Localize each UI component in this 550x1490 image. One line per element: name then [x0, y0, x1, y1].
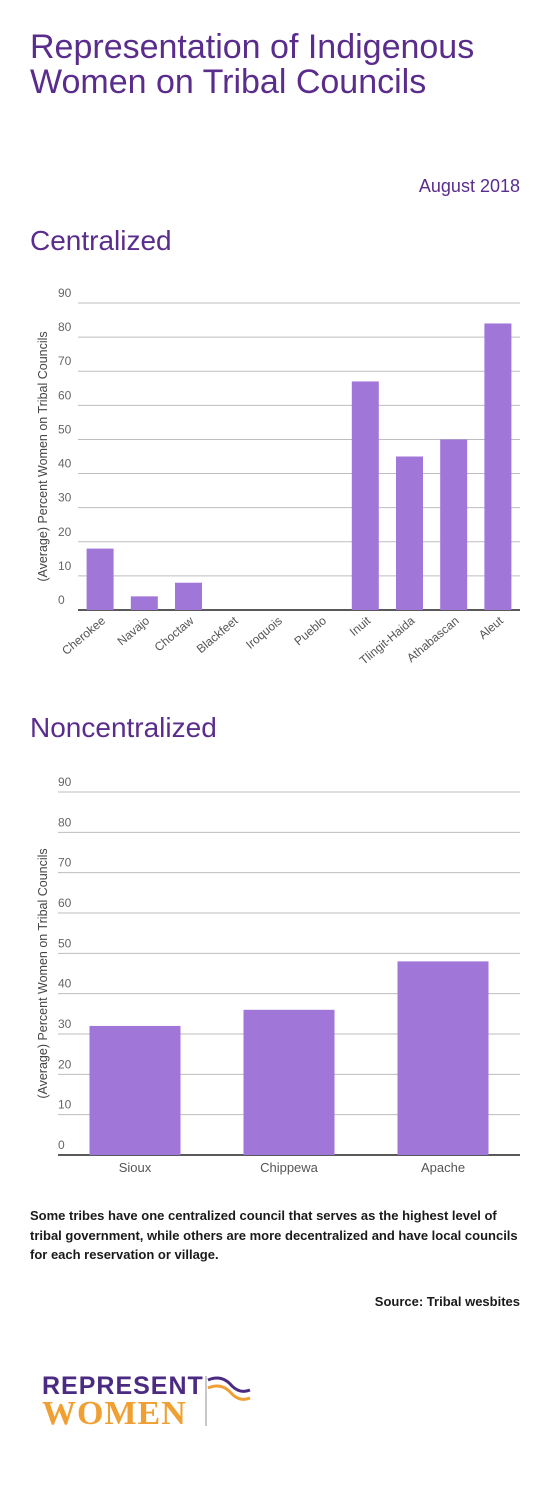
centralized-xtick-label: Aleut — [476, 613, 506, 642]
centralized-ytick-label: 80 — [58, 320, 72, 334]
centralized-xtick-label: Choctaw — [152, 613, 197, 654]
source-label: Source: Tribal wesbites — [374, 1294, 520, 1309]
centralized-ytick-label: 40 — [58, 457, 72, 471]
noncentralized-chart: 0 10 20 30 40 50 60 70 80 90 (Average) Percent Wom… — [36, 775, 520, 1175]
centralized-ytick-label: 70 — [58, 354, 72, 368]
date-label: August 2018 — [418, 176, 520, 196]
centralized-xtick-label: Pueblo — [291, 613, 329, 648]
centralized-bar-navajo — [130, 596, 158, 610]
centralized-bar-tlingit-haida — [396, 456, 423, 610]
noncentralized-ytick-label: 0 — [58, 1138, 65, 1152]
noncentralized-bar-apache — [397, 961, 489, 1155]
centralized-xtick-label: Inuit — [347, 613, 374, 639]
centralized-bar-aleut — [484, 323, 512, 610]
noncentralized-bar-sioux — [89, 1025, 181, 1155]
centralized-title: Centralized — [30, 225, 172, 256]
centralized-bar-inuit — [351, 381, 379, 610]
noncentralized-xtick-label: Chippewa — [260, 1160, 319, 1175]
centralized-ytick-label: 30 — [58, 491, 72, 505]
noncentralized-xtick-label: Apache — [421, 1160, 465, 1175]
centralized-xtick-label: Navajo — [115, 613, 153, 648]
noncentralized-ytick-label: 70 — [58, 856, 72, 870]
centralized-ytick-label: 50 — [58, 422, 72, 436]
noncentralized-ytick-label: 30 — [58, 1017, 72, 1031]
noncentralized-y-axis-label: (Average) Percent Women on Tribal Counci… — [36, 848, 50, 1098]
centralized-xtick-label: Cherokee — [59, 613, 108, 657]
noncentralized-xtick-label: Sioux — [119, 1160, 152, 1175]
centralized-bar-choctaw — [175, 582, 202, 610]
centralized-bar-athabascan — [440, 439, 468, 610]
centralized-ytick-label: 10 — [58, 559, 72, 573]
represent-women-logo: REPRESENT WOMEN — [42, 1372, 262, 1432]
centralized-xtick-label: Iroquois — [243, 614, 285, 652]
logo-text-women: WOMEN — [42, 1395, 187, 1432]
centralized-ytick-label: 60 — [58, 388, 72, 402]
centralized-ytick-label: 20 — [58, 525, 72, 539]
noncentralized-ytick-label: 60 — [58, 896, 72, 910]
explanatory-note: Some tribes have one centralized council… — [30, 1208, 518, 1262]
noncentralized-ytick-label: 40 — [58, 977, 72, 991]
centralized-ytick-label: 0 — [58, 593, 65, 607]
centralized-chart: 0 10 20 30 40 50 60 70 80 90 (Average) Percent Wom… — [36, 286, 520, 668]
centralized-bar-cherokee — [86, 548, 114, 610]
noncentralized-title: Noncentralized — [30, 712, 217, 743]
noncentralized-ytick-label: 90 — [58, 775, 72, 789]
logo-text-represent: REPRESENT — [42, 1372, 204, 1400]
centralized-xtick-label: Blackfeet — [194, 613, 241, 656]
noncentralized-ytick-label: 80 — [58, 815, 72, 829]
noncentralized-ytick-label: 50 — [58, 936, 72, 950]
centralized-y-axis-label: (Average) Percent Women on Tribal Counci… — [36, 331, 50, 581]
noncentralized-ytick-label: 20 — [58, 1057, 72, 1071]
noncentralized-bar-chippewa — [243, 1009, 335, 1155]
page-title: Representation of Indigenous Women on Tr… — [30, 28, 475, 101]
flag-icon — [205, 1376, 251, 1426]
centralized-ytick-label: 90 — [58, 286, 72, 300]
noncentralized-ytick-label: 10 — [58, 1098, 72, 1112]
